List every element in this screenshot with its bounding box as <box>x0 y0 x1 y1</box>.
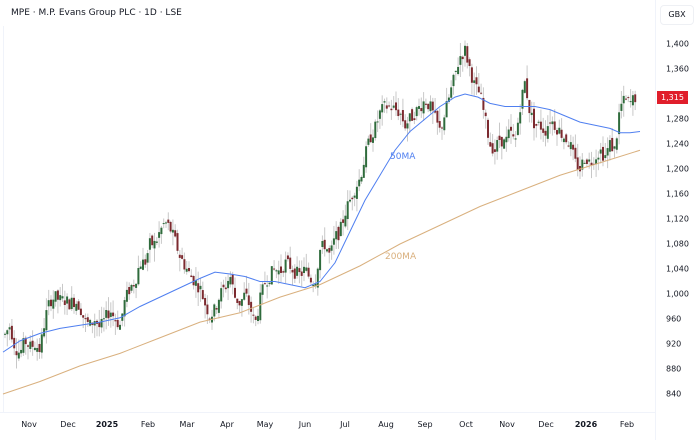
time-tick-label: Aug <box>378 420 394 429</box>
price-tick-label: 1,120 <box>666 214 689 224</box>
price-tick-label: 1,160 <box>666 189 689 199</box>
chart-title: MPE · M.P. Evans Group PLC · 1D · LSE <box>11 8 182 18</box>
plot-left-border <box>3 26 4 412</box>
price-tick-label: 1,280 <box>666 114 689 124</box>
time-tick-label: Nov <box>21 420 37 429</box>
time-tick-label: 2025 <box>95 420 119 429</box>
price-plot[interactable] <box>0 0 655 412</box>
price-tick-label: 1,000 <box>666 289 689 299</box>
time-tick-label: Dec <box>538 420 554 429</box>
price-axis[interactable] <box>655 0 700 440</box>
price-tick-label: 1,040 <box>666 264 689 274</box>
price-tick-label: 1,360 <box>666 64 689 74</box>
last-price-badge: 1,315 <box>657 91 688 104</box>
price-tick-label: 920 <box>666 339 682 349</box>
time-tick-label: Mar <box>179 420 195 429</box>
time-tick-label: Oct <box>459 420 473 429</box>
price-tick-label: 1,400 <box>666 39 689 49</box>
price-tick-label: 1,240 <box>666 139 689 149</box>
price-tick-label: 960 <box>666 314 682 324</box>
time-tick-label: Apr <box>220 420 234 429</box>
time-tick-label: Nov <box>499 420 515 429</box>
price-tick-label: 880 <box>666 364 682 374</box>
200ma-line <box>2 149 641 395</box>
currency-button[interactable]: GBX <box>660 5 694 25</box>
price-tick-label: 840 <box>666 389 682 399</box>
time-tick-label: Dec <box>60 420 76 429</box>
ma200-label: 200MA <box>385 252 417 262</box>
time-axis[interactable] <box>0 412 655 441</box>
time-tick-label: Jul <box>340 420 350 429</box>
50ma-line <box>2 93 641 353</box>
time-tick-label: Feb <box>619 420 635 429</box>
price-tick-label: 1,200 <box>666 164 689 174</box>
time-tick-label: 2026 <box>574 420 598 429</box>
time-tick-label: Jun <box>298 420 312 429</box>
time-tick-label: Feb <box>140 420 156 429</box>
time-tick-label: Sep <box>417 420 433 429</box>
time-tick-label: May <box>256 420 274 429</box>
ma50-label: 50MA <box>390 152 416 162</box>
price-tick-label: 1,080 <box>666 239 689 249</box>
